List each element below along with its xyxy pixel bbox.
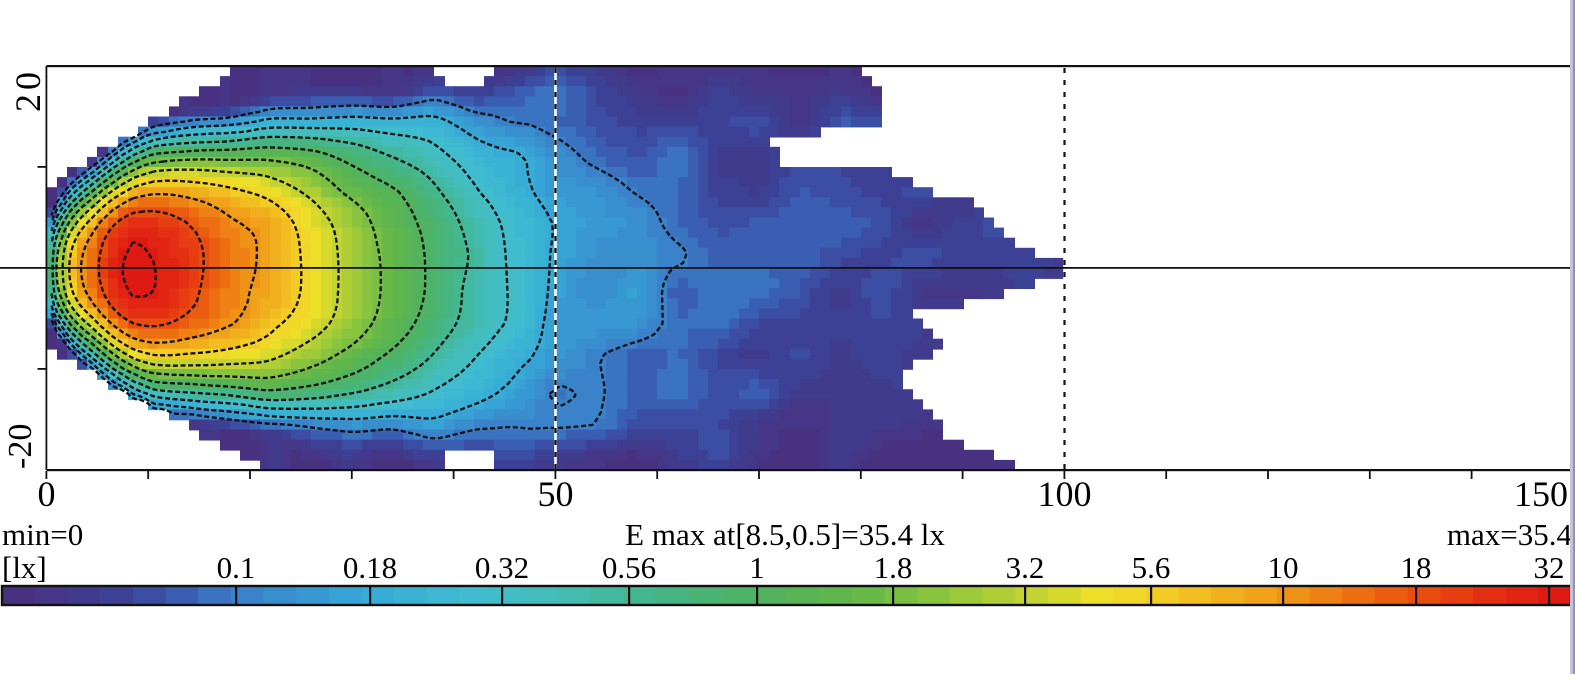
svg-text:3.2: 3.2 — [1006, 550, 1045, 585]
svg-text:50: 50 — [538, 474, 574, 514]
svg-text:150: 150 — [1514, 474, 1568, 514]
svg-text:20: 20 — [8, 68, 48, 112]
svg-text:0: 0 — [38, 474, 56, 514]
svg-text:18: 18 — [1401, 550, 1432, 585]
svg-text:max=35.4: max=35.4 — [1447, 517, 1573, 552]
svg-text:32: 32 — [1534, 550, 1565, 585]
svg-text:min=0: min=0 — [2, 517, 83, 552]
svg-text:5.6: 5.6 — [1132, 550, 1171, 585]
svg-text:-20: -20 — [2, 424, 39, 469]
svg-text:E max at[8.5,0.5]=35.4 lx: E max at[8.5,0.5]=35.4 lx — [625, 517, 945, 552]
svg-text:1: 1 — [749, 550, 765, 585]
svg-text:0.18: 0.18 — [343, 550, 397, 585]
svg-text:0.56: 0.56 — [602, 550, 656, 585]
svg-text:1.8: 1.8 — [874, 550, 913, 585]
svg-text:0.1: 0.1 — [217, 550, 256, 585]
svg-text:0.32: 0.32 — [475, 550, 529, 585]
svg-text:100: 100 — [1038, 474, 1092, 514]
svg-text:[lx]: [lx] — [2, 550, 47, 585]
svg-text:10: 10 — [1268, 550, 1299, 585]
